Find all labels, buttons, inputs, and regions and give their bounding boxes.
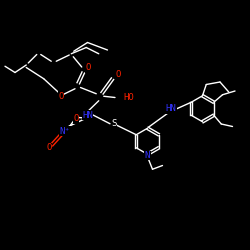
Text: N⁺: N⁺ <box>60 127 70 136</box>
Text: O: O <box>74 114 79 123</box>
Text: N: N <box>145 151 150 160</box>
Text: O: O <box>46 143 52 152</box>
Text: S: S <box>111 119 116 128</box>
Text: HN: HN <box>166 104 176 113</box>
Text: O: O <box>116 70 121 79</box>
Text: HO: HO <box>124 93 134 102</box>
Text: O: O <box>86 64 91 72</box>
Text: O: O <box>58 92 64 101</box>
Text: HN: HN <box>82 110 93 120</box>
